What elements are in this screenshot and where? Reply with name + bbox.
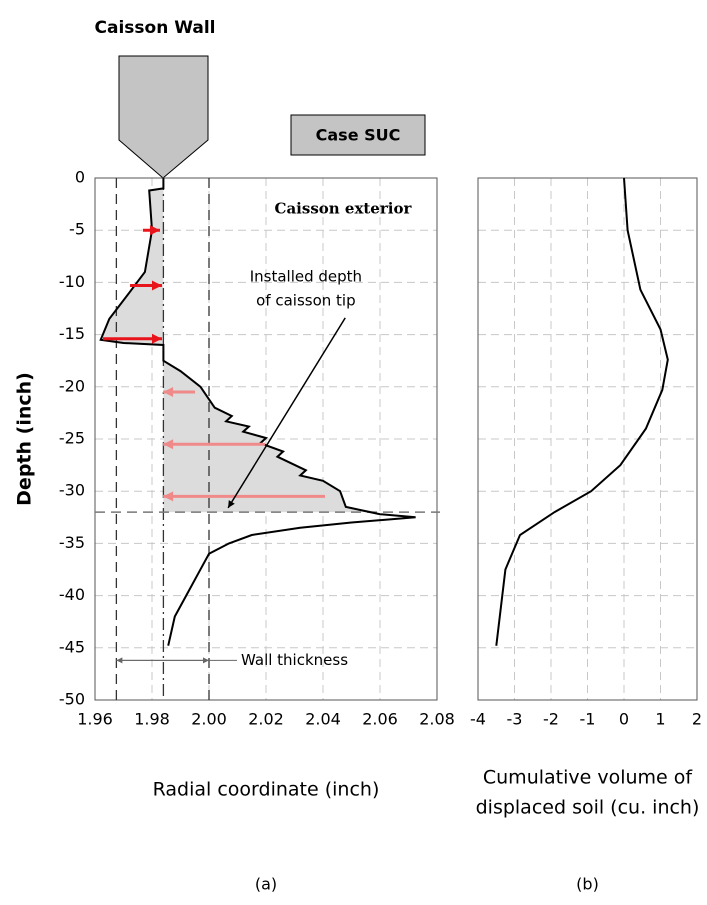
y-tick-label: -45: [59, 637, 85, 656]
arrow-head: [151, 333, 162, 344]
arrow-line: [227, 317, 346, 509]
arrow-head: [203, 657, 209, 664]
arrow-head: [163, 491, 174, 502]
arrow-head: [163, 439, 174, 450]
annotation: of caisson tip: [256, 292, 356, 310]
x-tick-label: -2: [543, 710, 559, 729]
y-tick-label: -40: [59, 585, 85, 604]
x-tick-label: 2: [692, 710, 702, 729]
arrow-head: [151, 280, 162, 291]
figure-title: Caisson Wall: [95, 18, 216, 38]
arrow-head: [149, 225, 160, 236]
x-tick-label: -4: [470, 710, 486, 729]
x-tick-label: -1: [580, 710, 596, 729]
case-box: [290, 114, 426, 156]
x-tick-label: 2.02: [248, 710, 284, 729]
plot-frame: [477, 177, 698, 701]
shaded-area: [100, 178, 380, 513]
y-tick-label: -50: [59, 690, 85, 709]
y-tick-label: -25: [59, 429, 85, 448]
y-tick-label: -15: [59, 324, 85, 343]
x-tick-label: 1.98: [134, 710, 170, 729]
arrow-head: [163, 387, 174, 398]
x-tick-label: 0: [619, 710, 629, 729]
x-tick-label: -3: [507, 710, 523, 729]
x-axis-label: Radial coordinate (inch): [153, 779, 380, 801]
annotation: Caisson exterior: [275, 199, 413, 217]
data-line: [495, 177, 669, 646]
annotation: Wall thickness: [241, 651, 348, 669]
x-tick-label: 2.06: [362, 710, 398, 729]
x-tick-label: 1: [655, 710, 665, 729]
x-tick-label: 2.00: [191, 710, 227, 729]
case-label: Case SUC: [316, 126, 401, 145]
x-axis-label: Cumulative volume of: [483, 767, 694, 789]
x-tick-label: 1.96: [77, 710, 113, 729]
data-line: [99, 178, 416, 646]
panel-label: (a): [255, 875, 277, 894]
arrow-head: [228, 500, 235, 508]
y-axis-label: Depth (inch): [14, 372, 36, 506]
y-tick-label: -10: [59, 272, 85, 291]
y-tick-label: -5: [69, 220, 85, 239]
y-tick-label: -20: [59, 376, 85, 395]
y-tick-label: -35: [59, 533, 85, 552]
caisson-wall-shape: [118, 55, 209, 179]
x-tick-label: 2.04: [305, 710, 341, 729]
y-tick-label: -30: [59, 481, 85, 500]
x-tick-label: 2.08: [419, 710, 455, 729]
y-tick-label: 0: [75, 168, 85, 187]
panel-label: (b): [576, 875, 599, 894]
annotation: Installed depth: [250, 268, 362, 286]
x-axis-label: displaced soil (cu. inch): [476, 797, 700, 819]
plot-frame: [94, 177, 438, 701]
